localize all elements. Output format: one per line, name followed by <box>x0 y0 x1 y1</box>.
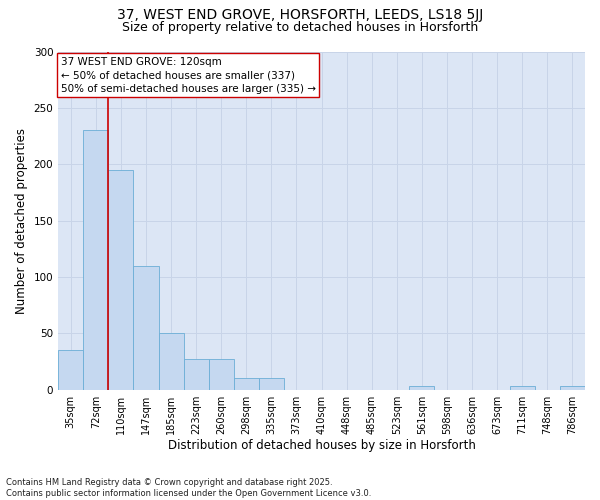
Bar <box>58 350 83 390</box>
Bar <box>234 378 259 390</box>
Y-axis label: Number of detached properties: Number of detached properties <box>15 128 28 314</box>
Bar <box>158 334 184 390</box>
Text: 37, WEST END GROVE, HORSFORTH, LEEDS, LS18 5JJ: 37, WEST END GROVE, HORSFORTH, LEEDS, LS… <box>117 8 483 22</box>
Bar <box>109 170 133 390</box>
Bar <box>209 360 234 390</box>
Bar <box>560 386 585 390</box>
Bar <box>83 130 109 390</box>
Text: Contains HM Land Registry data © Crown copyright and database right 2025.
Contai: Contains HM Land Registry data © Crown c… <box>6 478 371 498</box>
X-axis label: Distribution of detached houses by size in Horsforth: Distribution of detached houses by size … <box>167 440 476 452</box>
Text: Size of property relative to detached houses in Horsforth: Size of property relative to detached ho… <box>122 21 478 34</box>
Bar <box>259 378 284 390</box>
Bar <box>184 360 209 390</box>
Bar <box>409 386 434 390</box>
Bar <box>133 266 158 390</box>
Text: 37 WEST END GROVE: 120sqm
← 50% of detached houses are smaller (337)
50% of semi: 37 WEST END GROVE: 120sqm ← 50% of detac… <box>61 57 316 94</box>
Bar <box>510 386 535 390</box>
